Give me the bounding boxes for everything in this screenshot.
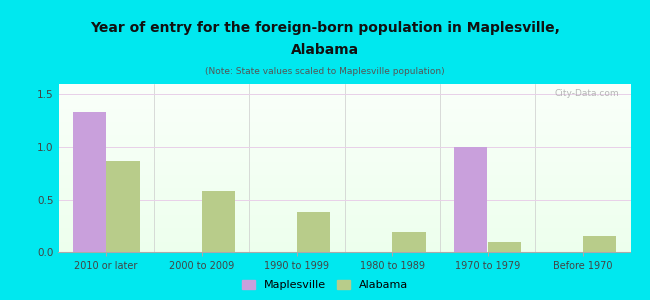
Bar: [202, 191, 235, 252]
Bar: [392, 232, 426, 252]
Text: City-Data.com: City-Data.com: [554, 89, 619, 98]
Bar: [297, 212, 330, 252]
Text: (Note: State values scaled to Maplesville population): (Note: State values scaled to Maplesvill…: [205, 68, 445, 76]
Bar: [583, 236, 616, 252]
Bar: [454, 147, 488, 252]
Bar: [488, 242, 521, 252]
Bar: [106, 160, 140, 252]
Bar: [73, 112, 106, 252]
Legend: Maplesville, Alabama: Maplesville, Alabama: [237, 275, 413, 294]
Text: Alabama: Alabama: [291, 44, 359, 58]
Text: Year of entry for the foreign-born population in Maplesville,: Year of entry for the foreign-born popul…: [90, 21, 560, 35]
